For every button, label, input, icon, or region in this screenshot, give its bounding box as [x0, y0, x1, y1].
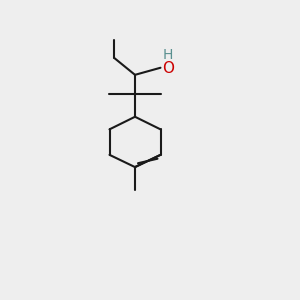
Text: O: O — [162, 61, 174, 76]
Text: H: H — [163, 49, 173, 62]
